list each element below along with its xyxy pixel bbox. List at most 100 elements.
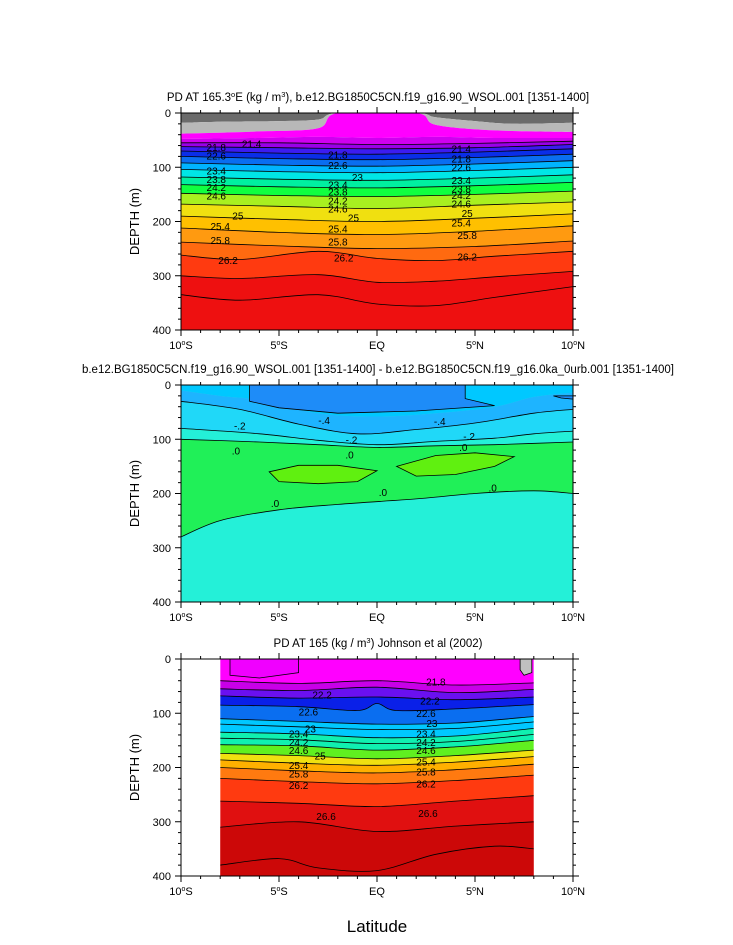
x-tick-label: 5oN (466, 340, 484, 352)
contour-label: 23.8 (328, 188, 348, 199)
contour-line (181, 166, 573, 174)
x-tick-label: 10oN (561, 612, 585, 624)
contour-band (181, 113, 573, 124)
contour-label: .0 (232, 447, 241, 458)
contour-label: 21.4 (452, 144, 472, 155)
contour-band (181, 160, 573, 173)
contour-line (220, 774, 534, 785)
contour-label: 24.2 (416, 738, 436, 749)
contour-label: 25.4 (210, 222, 230, 233)
contour-region (553, 395, 573, 400)
contour-label: 21.8 (328, 150, 348, 161)
y-tick-label: 200 (153, 489, 171, 501)
x-tick-label: 5oS (270, 886, 287, 898)
contour-region (249, 385, 495, 414)
contour-label: 26.6 (418, 809, 438, 820)
contour-label: 26.6 (316, 812, 336, 823)
contour-label: 25.4 (289, 761, 309, 772)
panel-title: PD AT 165 (kg / m3) Johnson et al (2002) (274, 636, 483, 650)
contour-line (181, 182, 573, 189)
contour-line (181, 225, 573, 235)
contour-label: 24.6 (452, 200, 472, 211)
x-tick-label: 5oN (466, 612, 484, 624)
contour-band (181, 213, 573, 235)
contour-band (220, 687, 534, 700)
contour-line (181, 213, 573, 222)
contour-fill-group: -.2-.4 -.4-.2 -.2.0.0.0.0.0.0 (181, 385, 573, 602)
x-tick-label: 10oN (561, 886, 585, 898)
contour-band (220, 728, 534, 751)
contour-label: -.2 (346, 435, 358, 446)
contour-line (220, 821, 534, 832)
contour-label: 22.6 (328, 161, 348, 172)
contour-label: 23.8 (207, 175, 227, 186)
contour-label: 24.2 (452, 191, 472, 202)
contour-line (220, 728, 534, 739)
contour-label: 25.8 (289, 770, 309, 781)
contour-band (220, 764, 534, 784)
contour-line (220, 749, 534, 760)
contour-line (181, 271, 573, 284)
contour-band (220, 750, 534, 766)
contour-label: 25.4 (328, 225, 348, 236)
contour-label: 25 (315, 752, 327, 763)
y-tick-label: 0 (165, 380, 171, 392)
contour-line (181, 400, 573, 435)
contour-line (220, 686, 534, 694)
contour-label: 21.8 (426, 677, 446, 688)
y-tick-label: 100 (153, 708, 171, 720)
contour-label: 26.2 (289, 781, 309, 792)
contour-label: .0 (345, 450, 354, 461)
contour-line (181, 190, 573, 197)
y-tick-label: 400 (153, 325, 171, 337)
y-tick-label: 0 (165, 654, 171, 666)
contour-line (181, 160, 573, 167)
contour-label: 23.4 (207, 167, 227, 178)
contour-label: 21.8 (452, 155, 472, 166)
contour-label: -.4 (434, 417, 446, 428)
contour-label: 26.2 (416, 779, 436, 790)
contour-band (181, 202, 573, 222)
x-tick-label: 10oS (169, 340, 193, 352)
y-tick-label: 300 (153, 271, 171, 283)
y-tick-label: 400 (153, 871, 171, 883)
contour-label: 24.2 (289, 738, 309, 749)
contour-label: 25 (462, 209, 474, 220)
contour-label: -.2 (234, 422, 246, 433)
x-tick-label: 5oS (270, 340, 287, 352)
contour-band (220, 740, 534, 759)
contour-line (181, 240, 573, 250)
y-axis-title: DEPTH (m) (127, 734, 142, 801)
contour-label: 22.2 (420, 696, 440, 707)
contour-label: 25.8 (416, 767, 436, 778)
contour-fill-group: 21.421.822.623.423.824.224.62525.425.826… (181, 113, 573, 330)
x-tick-label: EQ (369, 612, 385, 624)
contour-label: 24.2 (207, 183, 227, 194)
contour-band (181, 390, 573, 434)
contour-line (181, 286, 573, 307)
contour-line (181, 153, 573, 161)
contour-label: 21.4 (242, 139, 262, 150)
contour-label: 23.4 (289, 729, 309, 740)
contour-label: 25 (232, 212, 244, 223)
contour-line (181, 144, 573, 150)
contour-band (181, 113, 573, 134)
y-tick-label: 200 (153, 763, 171, 775)
contour-line (220, 740, 534, 751)
contour-label: 23 (352, 173, 364, 184)
contour-band (181, 271, 573, 330)
contour-label: 24.6 (328, 205, 348, 216)
contour-label: 24.6 (289, 746, 309, 757)
contour-line (220, 763, 534, 774)
contour-label: .0 (271, 499, 280, 510)
contour-label: 23 (426, 719, 438, 730)
contour-label: 25.8 (457, 231, 477, 242)
contour-band (181, 174, 573, 188)
contour-line (220, 716, 534, 725)
contour-band (181, 191, 573, 209)
contour-label: 22.6 (452, 163, 472, 174)
contour-label: 21.8 (207, 143, 227, 154)
